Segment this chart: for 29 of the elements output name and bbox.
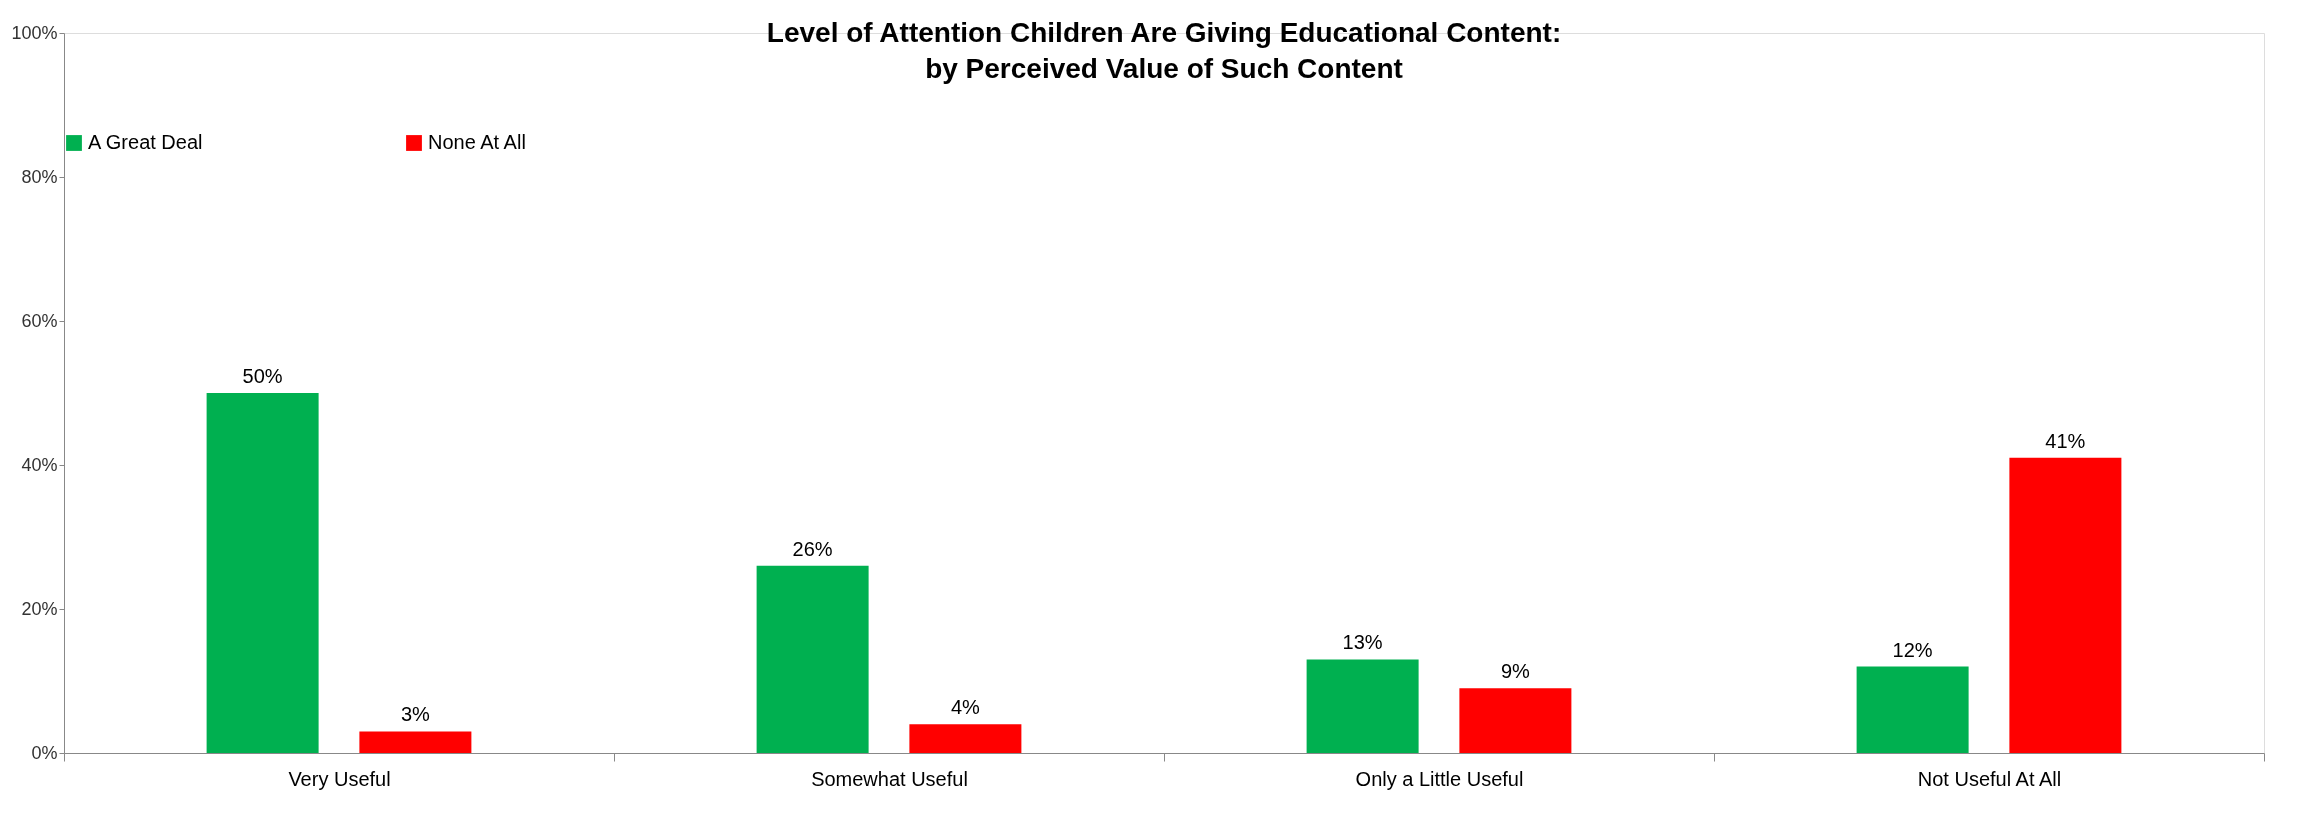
x-tick-label: Somewhat Useful [811, 767, 968, 790]
bar [756, 565, 869, 753]
data-label: 13% [1342, 631, 1383, 654]
bar [359, 731, 472, 753]
x-tick-label: Only a Little Useful [1355, 767, 1524, 790]
y-tick-label: 100% [11, 22, 58, 43]
bar [909, 724, 1022, 753]
y-tick-label: 40% [21, 454, 58, 475]
data-label: 50% [242, 365, 283, 387]
bar [1306, 659, 1419, 753]
legend-label: A Great Deal [88, 131, 203, 153]
y-tick-label: 60% [21, 310, 58, 331]
x-tick-label: Very Useful [288, 767, 391, 790]
y-tick-label: 20% [21, 598, 58, 619]
data-label: 41% [2045, 429, 2086, 452]
x-tick-label: Not Useful At All [1917, 767, 2062, 790]
bar [206, 393, 319, 753]
bar [2009, 457, 2122, 753]
bar [1856, 666, 1969, 753]
data-label: 3% [400, 703, 431, 726]
y-tick-label: 0% [31, 742, 58, 763]
chart-title: Level of Attention Children Are Giving Educational Content: by Perceived Value of Such Content [766, 17, 1562, 84]
data-label: 4% [950, 696, 981, 719]
data-label: 26% [792, 537, 833, 560]
data-label: 12% [1892, 638, 1933, 661]
legend-label: None At All [428, 131, 526, 153]
y-tick-label: 80% [21, 166, 58, 187]
bar [1459, 688, 1572, 753]
data-label: 9% [1500, 660, 1531, 683]
